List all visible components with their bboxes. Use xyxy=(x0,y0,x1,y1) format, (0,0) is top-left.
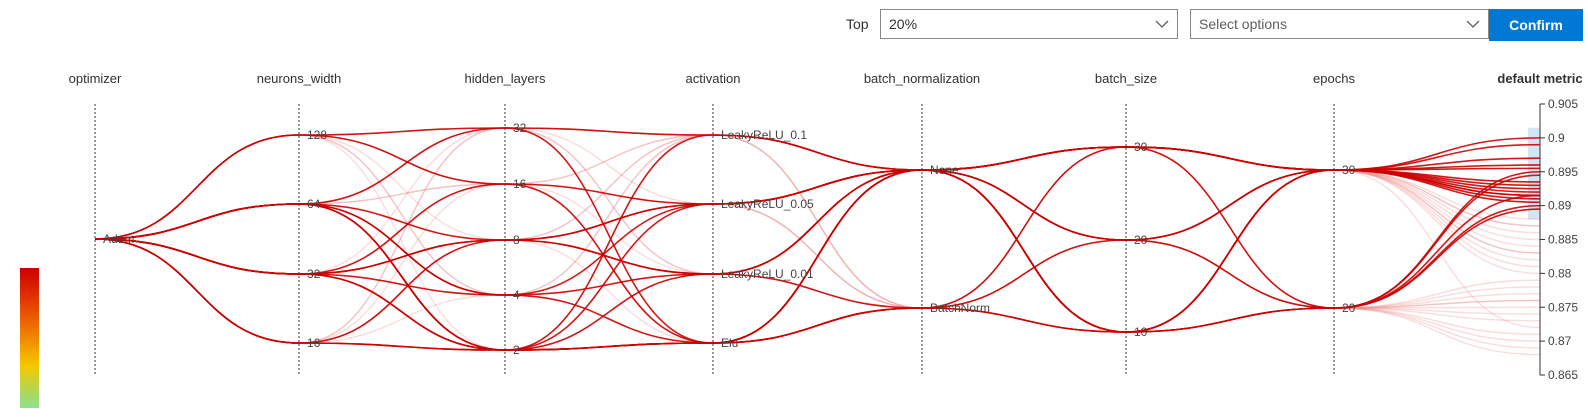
faded-line xyxy=(94,127,1541,344)
highlighted-line xyxy=(94,169,1541,309)
tick-label: 0.875 xyxy=(1548,300,1578,314)
tick-label: 0.895 xyxy=(1548,165,1578,179)
select-options-dropdown[interactable]: Select options xyxy=(1190,9,1489,39)
top-percent-dropdown[interactable]: 20% xyxy=(880,9,1178,39)
highlighted-line xyxy=(94,146,1541,296)
axis: neurons_width 128 64 32 16 xyxy=(257,71,342,375)
highlighted-line xyxy=(94,146,1541,344)
faded-line xyxy=(94,146,1541,344)
select-options-placeholder: Select options xyxy=(1199,16,1287,32)
highlighted-line xyxy=(94,134,1541,351)
chevron-down-icon xyxy=(1155,20,1169,28)
tick-label: LeakyReLU_0.01 xyxy=(721,267,814,281)
highlighted-line xyxy=(94,146,1541,344)
tick-label: 8 xyxy=(513,233,520,247)
axis-label: default metric xyxy=(1497,71,1582,86)
axis-label: neurons_width xyxy=(257,71,342,86)
axis-label: activation xyxy=(686,71,741,86)
tick-label: 0.9 xyxy=(1548,131,1565,145)
tick-label: 32 xyxy=(513,121,527,135)
tick-label: Adam xyxy=(103,232,134,246)
tick-label: 32 xyxy=(307,267,321,281)
faded-line xyxy=(94,127,1541,344)
axis-label: hidden_layers xyxy=(465,71,546,86)
tick-label: 20 xyxy=(1134,233,1148,247)
axis: batch_normalization None BatchNorm xyxy=(864,71,990,375)
tick-label: 30 xyxy=(1134,140,1148,154)
faded-line xyxy=(94,127,1541,309)
faded-line xyxy=(94,127,1541,333)
tick-label: 128 xyxy=(307,128,327,142)
tick-label: BatchNorm xyxy=(930,301,990,315)
axis: optimizer Adam xyxy=(69,71,134,375)
tick-label: None xyxy=(930,163,959,177)
highlighted-lines xyxy=(94,127,1541,351)
tick-label: LeakyReLU_0.1 xyxy=(721,128,807,142)
faded-line xyxy=(94,146,1541,351)
top-percent-value: 20% xyxy=(889,16,918,32)
faded-line xyxy=(94,127,1541,309)
confirm-button[interactable]: Confirm xyxy=(1489,9,1583,41)
axis: activation LeakyReLU_0.1 LeakyReLU_0.05 Lea… xyxy=(686,71,814,375)
color-scale-bar xyxy=(20,268,39,408)
faded-line xyxy=(94,134,1541,344)
faded-line xyxy=(94,134,1541,333)
axis-label: batch_size xyxy=(1095,71,1157,86)
tick-label: 20 xyxy=(1342,301,1356,315)
faded-lines xyxy=(94,127,1541,356)
tick-label: 64 xyxy=(307,197,321,211)
faded-line xyxy=(94,134,1541,351)
tick-label: 0.89 xyxy=(1548,199,1572,213)
faded-line xyxy=(94,134,1541,344)
tick-label: 30 xyxy=(1342,163,1356,177)
faded-line xyxy=(94,134,1541,356)
axis-label: epochs xyxy=(1313,71,1355,86)
tick-label: 0.885 xyxy=(1548,233,1578,247)
highlighted-line xyxy=(94,127,1541,344)
tick-label: 4 xyxy=(513,288,520,302)
axis-label: optimizer xyxy=(69,71,122,86)
tick-label: 0.87 xyxy=(1548,334,1572,348)
axis-label: batch_normalization xyxy=(864,71,980,86)
axis: hidden_layers 32 16 8 4 2 xyxy=(465,71,546,375)
axis: batch_size 30 20 10 xyxy=(1095,71,1157,375)
tick-label: 0.88 xyxy=(1548,266,1572,280)
faded-line xyxy=(94,127,1541,349)
highlighted-line xyxy=(94,169,1541,351)
tick-label: 10 xyxy=(1134,325,1148,339)
axis: default metric 0.905 0.9 0.895 0.89 0.885 0.88… xyxy=(1497,71,1582,382)
chevron-down-icon xyxy=(1466,20,1480,28)
axis: epochs 30 20 xyxy=(1313,71,1356,375)
highlighted-line xyxy=(94,146,1541,351)
tick-label: 16 xyxy=(307,336,321,350)
tick-label: 0.865 xyxy=(1548,368,1578,382)
tick-label: LeakyReLU_0.05 xyxy=(721,197,814,211)
top-label: Top xyxy=(846,16,869,32)
highlighted-line xyxy=(94,143,1541,351)
tick-label: 16 xyxy=(513,177,527,191)
tick-label: Elu xyxy=(721,336,738,350)
faded-line xyxy=(94,146,1541,344)
tick-label: 2 xyxy=(513,343,520,357)
tick-label: 0.905 xyxy=(1548,97,1578,111)
faded-line xyxy=(94,134,1541,351)
